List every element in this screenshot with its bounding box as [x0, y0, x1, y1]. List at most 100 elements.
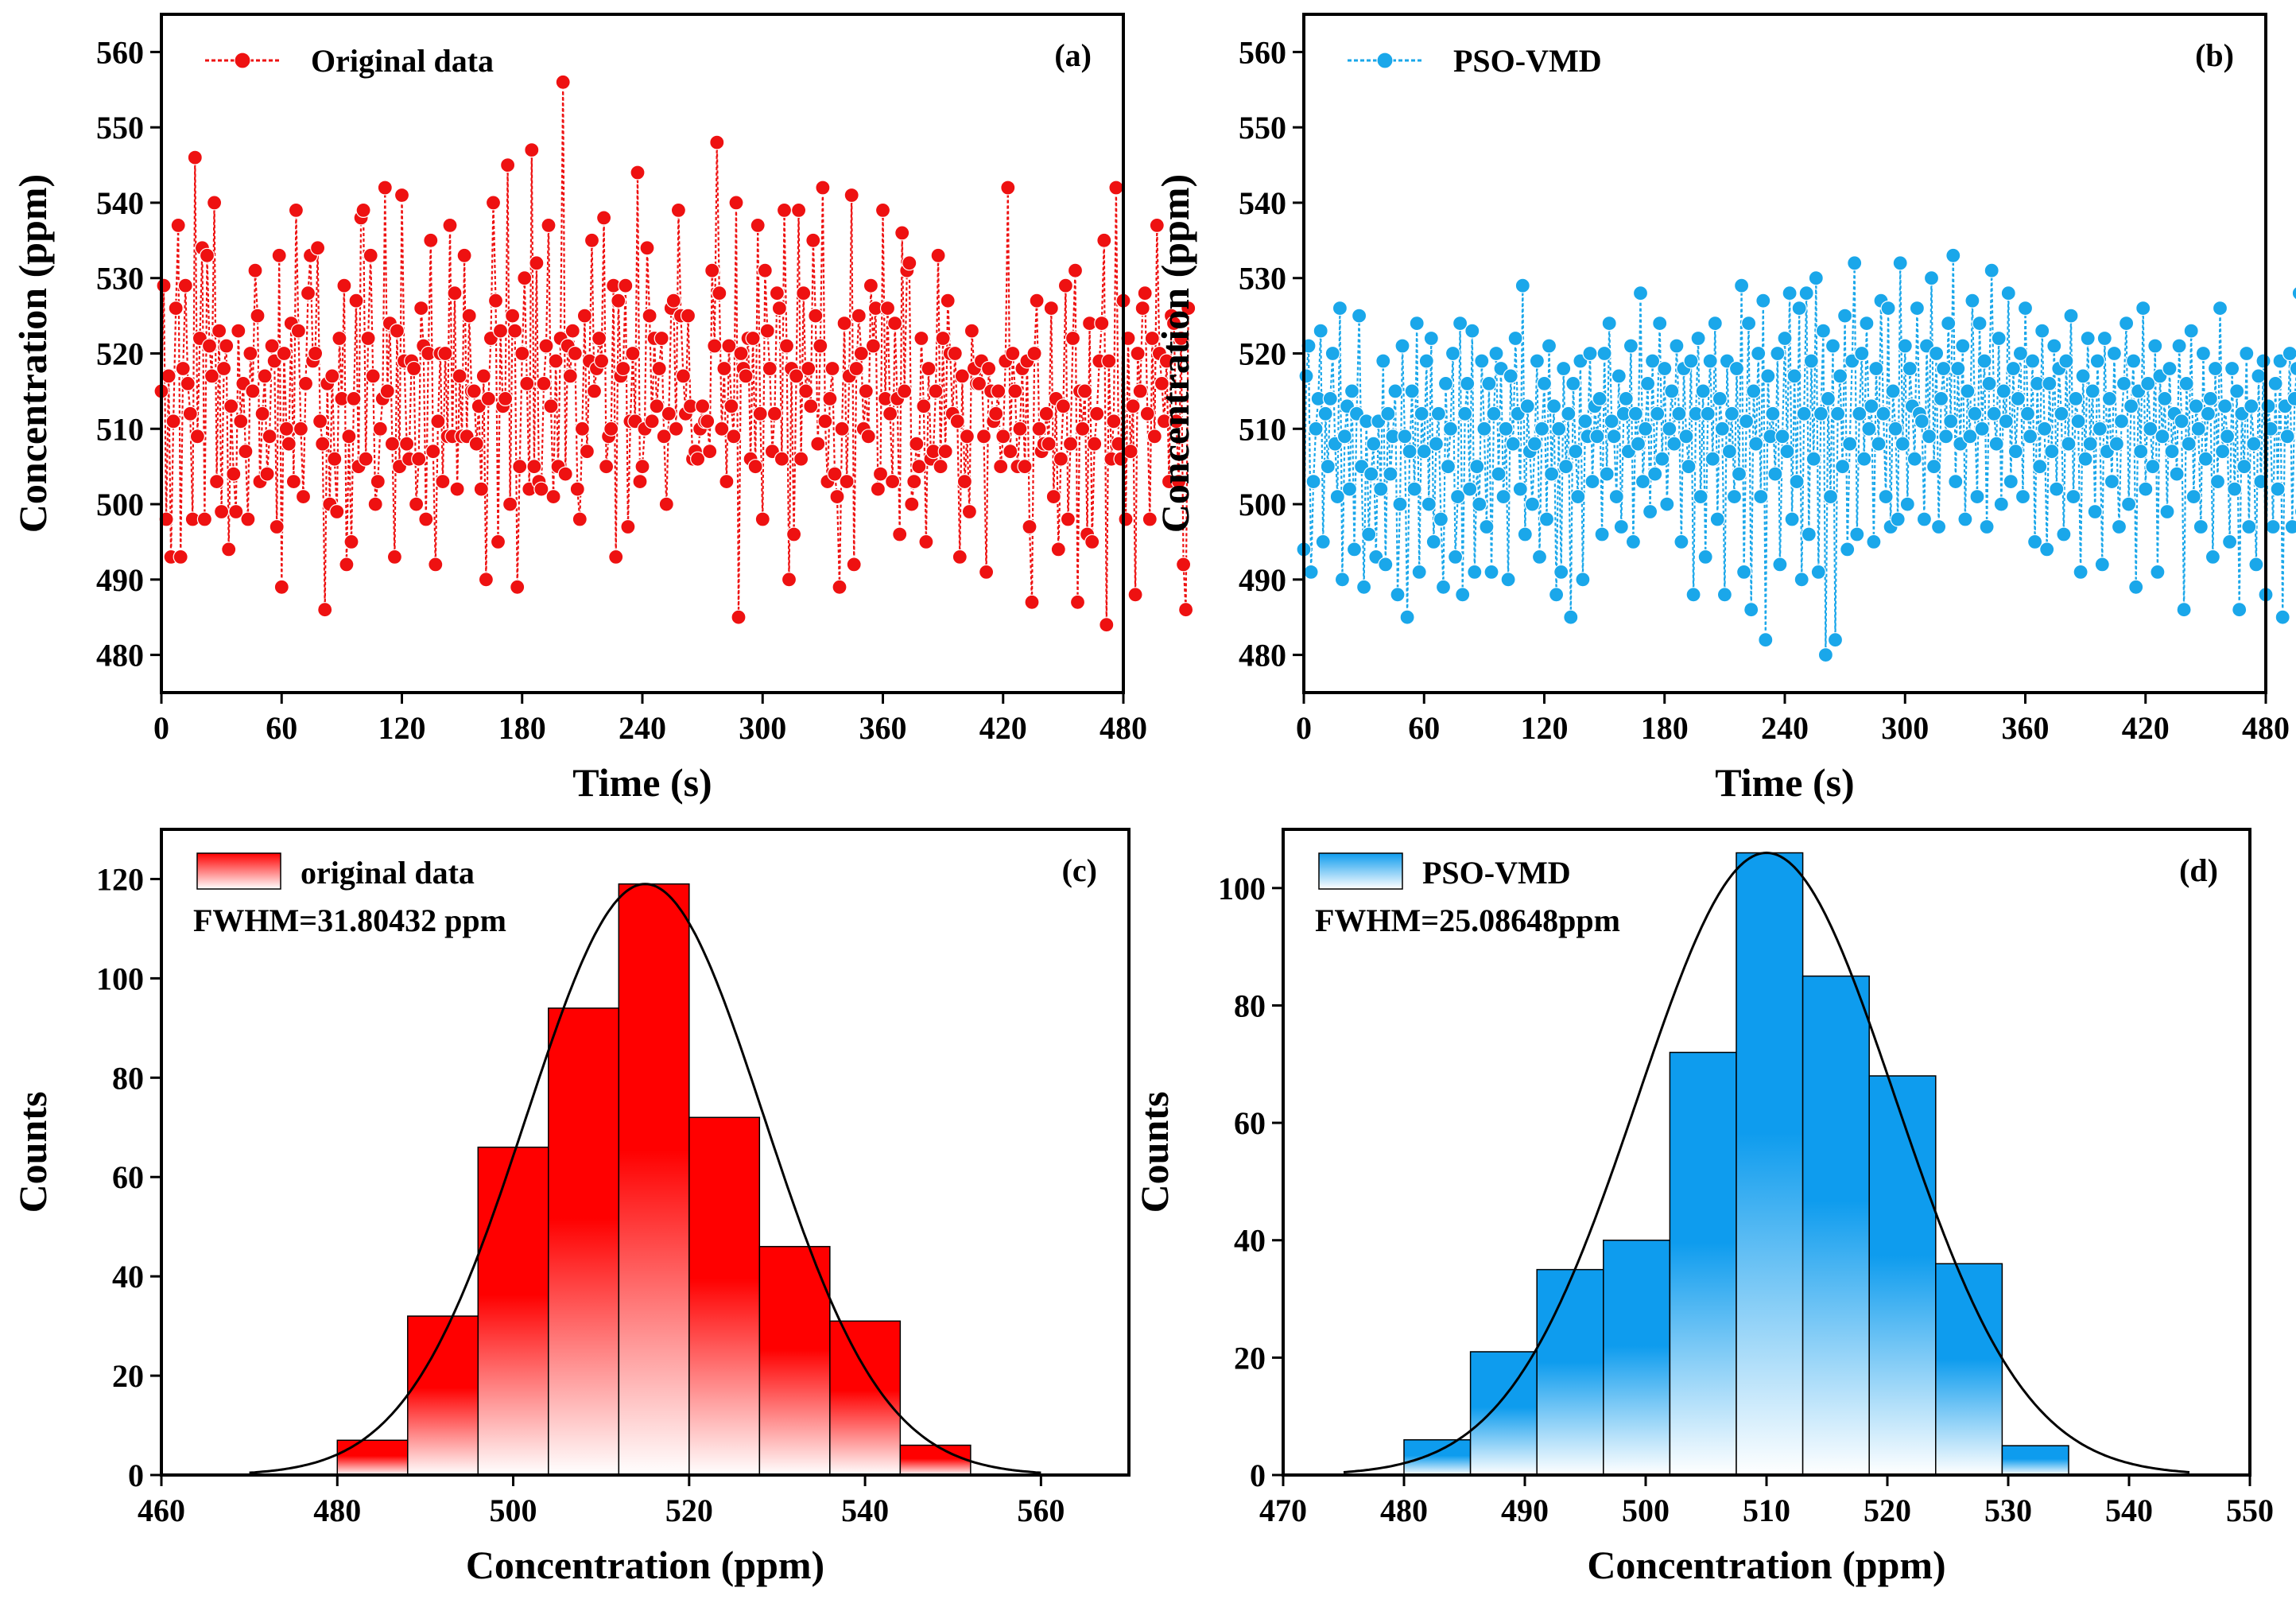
data-point — [182, 406, 198, 421]
data-point — [2049, 481, 2065, 497]
data-point — [827, 466, 843, 482]
data-point — [312, 413, 328, 429]
data-point — [2197, 451, 2213, 467]
data-point — [567, 345, 583, 362]
data-point — [750, 217, 766, 233]
data-point — [1428, 436, 1445, 452]
data-point — [2193, 518, 2209, 535]
data-point — [168, 301, 184, 316]
data-point — [1481, 375, 1497, 391]
data-point — [281, 436, 297, 452]
data-point — [937, 444, 953, 460]
data-point — [714, 421, 730, 437]
data-point — [201, 338, 218, 354]
data-point — [1897, 338, 1913, 354]
data-point — [738, 368, 754, 384]
data-point — [1991, 330, 2007, 347]
data-point — [536, 375, 552, 391]
histogram-bar — [407, 1315, 479, 1476]
data-point — [1995, 383, 2011, 399]
x-axis-title: Time (s) — [1715, 760, 1854, 805]
data-point — [1810, 564, 1826, 580]
data-point — [1507, 330, 1523, 347]
data-point — [1402, 444, 1418, 460]
data-point — [2000, 285, 2016, 301]
data-point — [952, 549, 968, 565]
data-point — [1144, 330, 1160, 347]
data-point — [1950, 360, 1966, 377]
data-point — [517, 270, 533, 286]
x-tick-label: 540 — [841, 1493, 889, 1528]
data-point — [175, 360, 191, 377]
data-point — [221, 542, 237, 557]
data-point — [1758, 632, 1774, 648]
data-point — [1861, 421, 1877, 437]
data-point — [1941, 316, 1957, 332]
data-point — [2224, 360, 2240, 377]
data-point — [1880, 301, 1896, 316]
data-point — [562, 368, 578, 384]
data-point — [2077, 451, 2093, 467]
data-point — [851, 308, 867, 324]
data-point — [793, 451, 809, 467]
data-point — [1909, 301, 1925, 316]
data-point — [1931, 518, 1947, 535]
data-point — [712, 285, 727, 301]
panel-a: 0 60 120 180 240 300 360 420 480 480 490 500 510 520 5… — [10, 13, 1196, 805]
data-point — [704, 262, 720, 278]
data-point — [435, 473, 451, 490]
data-point — [1630, 436, 1646, 452]
data-point — [2034, 323, 2050, 339]
data-point — [529, 255, 545, 271]
data-point — [921, 360, 937, 377]
data-point — [2068, 390, 2084, 406]
data-point — [1767, 466, 1783, 482]
data-point — [367, 496, 383, 512]
data-point — [810, 436, 826, 452]
data-point — [1803, 353, 1819, 369]
data-point — [1553, 564, 1569, 580]
data-point — [1308, 421, 1324, 437]
data-point — [658, 496, 674, 512]
data-point — [815, 180, 831, 196]
data-point — [1599, 466, 1615, 482]
data-point — [632, 473, 648, 490]
legend-label: PSO-VMD — [1422, 855, 1571, 891]
data-point — [2007, 444, 2023, 460]
data-point — [315, 436, 331, 452]
data-point — [1134, 301, 1150, 316]
data-point — [1796, 406, 1812, 421]
data-point — [456, 247, 472, 263]
data-point — [2135, 301, 2151, 316]
y-axis-title: Counts — [10, 1092, 55, 1213]
data-point — [1500, 572, 1516, 588]
x-tick-label: 420 — [2122, 710, 2170, 746]
data-point — [285, 473, 301, 490]
data-point — [897, 383, 913, 399]
data-point — [199, 247, 215, 263]
data-point — [461, 308, 477, 324]
data-point — [918, 534, 934, 550]
data-point — [2157, 390, 2173, 406]
data-point — [1916, 511, 1932, 527]
data-point — [447, 285, 463, 301]
data-point — [1538, 511, 1555, 527]
data-point — [1488, 345, 1504, 362]
data-point — [1817, 646, 1833, 663]
data-point — [1118, 511, 1134, 527]
data-point — [2044, 444, 2060, 460]
data-point — [1363, 466, 1379, 482]
data-point — [165, 413, 181, 429]
y-tick-label: 0 — [1250, 1458, 1266, 1493]
data-point — [2260, 398, 2276, 414]
data-point — [1534, 421, 1550, 437]
data-point — [846, 557, 862, 573]
data-point — [1142, 511, 1158, 527]
data-point — [541, 217, 557, 233]
data-point — [1652, 316, 1668, 332]
x-axis-title: Time (s) — [572, 760, 712, 805]
data-point — [1568, 444, 1584, 460]
data-point — [766, 406, 783, 421]
data-point — [223, 398, 239, 414]
data-point — [1397, 429, 1413, 444]
